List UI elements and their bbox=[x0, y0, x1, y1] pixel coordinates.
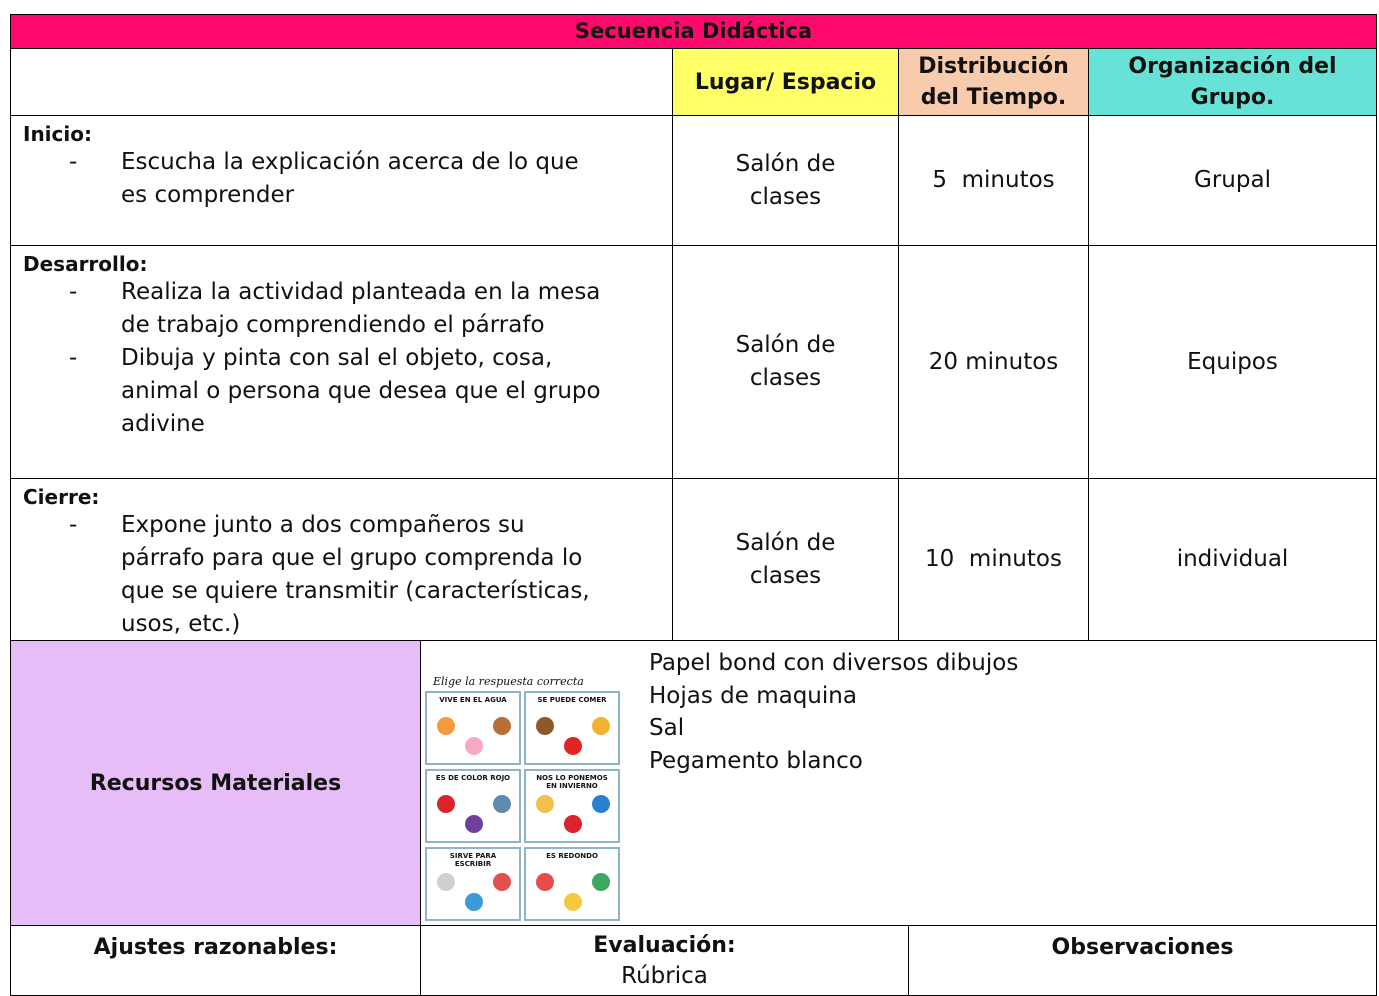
header-blank bbox=[10, 48, 673, 116]
footer-adjustments: Ajustes razonables: bbox=[10, 925, 421, 996]
card-label: SIRVE PARA ESCRIBIR bbox=[449, 852, 497, 868]
resources-content: Elige la respuesta correcta VIVE EN EL A… bbox=[420, 640, 1377, 926]
activity-list: Expone junto a dos compañeros su párrafo… bbox=[69, 509, 611, 641]
footer-evaluation: Evaluación: Rúbrica bbox=[420, 925, 909, 996]
time-cell: 10 minutos bbox=[898, 478, 1089, 641]
time-cell: 20 minutos bbox=[898, 245, 1089, 479]
activity-item: Expone junto a dos compañeros su párrafo… bbox=[69, 509, 611, 641]
card-icon bbox=[536, 717, 554, 735]
resource-item: Hojas de maquina bbox=[649, 682, 857, 709]
card-label: VIVE EN EL AGUA bbox=[439, 696, 507, 704]
activity-item: Escucha la explicación acerca de lo que … bbox=[69, 146, 611, 212]
activity-cell: Desarrollo:Realiza la actividad plantead… bbox=[10, 245, 673, 479]
card-icon bbox=[437, 795, 455, 813]
card-icon bbox=[493, 795, 511, 813]
activity-item: Realiza la actividad planteada en la mes… bbox=[69, 276, 611, 342]
place-cell: Salón de clases bbox=[672, 115, 899, 246]
image-card: VIVE EN EL AGUA bbox=[425, 691, 521, 765]
activity-cell: Inicio:Escucha la explicación acerca de … bbox=[10, 115, 673, 246]
header-time: Distribución del Tiempo. bbox=[898, 48, 1089, 116]
resources-list: Papel bond con diversos dibujos Hojas de … bbox=[649, 647, 1018, 777]
evaluation-label: Evaluación: bbox=[593, 933, 736, 958]
card-icon bbox=[493, 873, 511, 891]
place-cell: Salón de clases bbox=[672, 245, 899, 479]
image-card: ES REDONDO bbox=[524, 847, 620, 921]
card-label: SE PUEDE COMER bbox=[537, 696, 607, 704]
card-label: NOS LO PONEMOS EN INVIERNO bbox=[536, 774, 608, 790]
card-icon bbox=[592, 717, 610, 735]
image-card: SE PUEDE COMER bbox=[524, 691, 620, 765]
card-icon bbox=[536, 873, 554, 891]
activity-list: Realiza la actividad planteada en la mes… bbox=[69, 276, 611, 441]
image-card: ES DE COLOR ROJO bbox=[425, 769, 521, 843]
card-icon bbox=[592, 873, 610, 891]
evaluation-value: Rúbrica bbox=[621, 963, 708, 989]
group-cell: Grupal bbox=[1088, 115, 1377, 246]
image-card: SIRVE PARA ESCRIBIR bbox=[425, 847, 521, 921]
header-group: Organización del Grupo. bbox=[1088, 48, 1377, 116]
time-cell: 5 minutos bbox=[898, 115, 1089, 246]
title-bar: Secuencia Didáctica bbox=[10, 14, 1377, 49]
resource-item: Pegamento blanco bbox=[649, 747, 863, 774]
phase-label: Desarrollo: bbox=[23, 252, 148, 276]
phase-label: Inicio: bbox=[23, 122, 92, 146]
activity-list: Escucha la explicación acerca de lo que … bbox=[69, 146, 611, 212]
group-cell: Equipos bbox=[1088, 245, 1377, 479]
image-title: Elige la respuesta correcta bbox=[433, 675, 584, 688]
footer-observations: Observaciones bbox=[908, 925, 1377, 996]
activity-cell: Cierre:Expone junto a dos compañeros su … bbox=[10, 478, 673, 641]
phase-label: Cierre: bbox=[23, 485, 100, 509]
resource-item: Papel bond con diversos dibujos bbox=[649, 650, 1019, 676]
place-cell: Salón de clases bbox=[672, 478, 899, 641]
card-icon bbox=[564, 893, 582, 911]
card-icon bbox=[592, 795, 610, 813]
group-cell: individual bbox=[1088, 478, 1377, 641]
card-icon bbox=[536, 795, 554, 813]
card-icon bbox=[564, 737, 582, 755]
resources-image: Elige la respuesta correcta VIVE EN EL A… bbox=[425, 669, 629, 924]
activity-item: Dibuja y pinta con sal el objeto, cosa, … bbox=[69, 342, 611, 441]
card-icon bbox=[465, 815, 483, 833]
resources-label: Recursos Materiales bbox=[10, 640, 421, 926]
image-card: NOS LO PONEMOS EN INVIERNO bbox=[524, 769, 620, 843]
resource-item: Sal bbox=[649, 715, 685, 741]
card-icon bbox=[564, 815, 582, 833]
card-icon bbox=[493, 717, 511, 735]
header-place: Lugar/ Espacio bbox=[672, 48, 899, 116]
card-label: ES REDONDO bbox=[546, 852, 598, 860]
card-icon bbox=[437, 873, 455, 891]
card-icon bbox=[465, 737, 483, 755]
card-icon bbox=[437, 717, 455, 735]
card-icon bbox=[465, 893, 483, 911]
card-label: ES DE COLOR ROJO bbox=[435, 774, 511, 782]
